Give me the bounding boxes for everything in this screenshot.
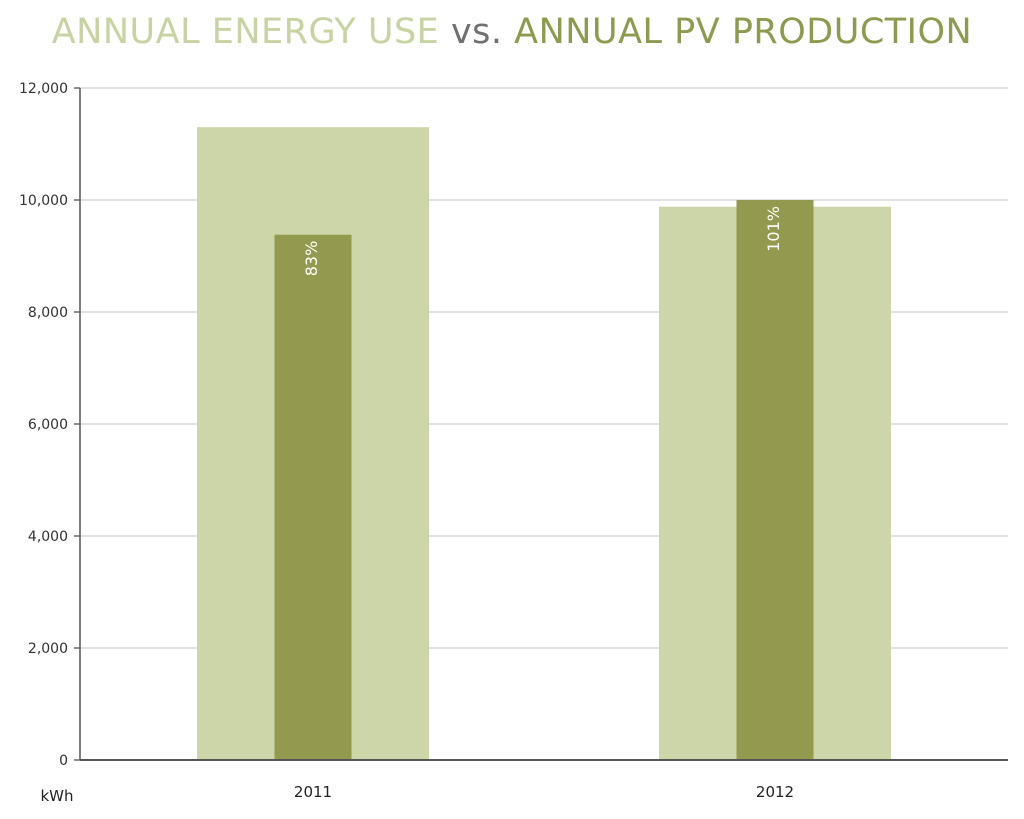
title-vs: vs.	[450, 12, 503, 52]
y-tick-label: 2,000	[28, 641, 68, 657]
y-tick-label: 4,000	[28, 529, 68, 545]
y-tick-label: 6,000	[28, 417, 68, 433]
bars	[197, 127, 891, 761]
pv-production-bar	[736, 200, 814, 760]
y-tick-label: 8,000	[28, 305, 68, 321]
x-tick-label: 2011	[294, 783, 332, 801]
percent-label: 83%	[302, 241, 321, 277]
y-tick-label: 0	[59, 753, 68, 769]
labels: 0 2,000 4,000 6,000 8,000 10,000 12,000 83% 2011…	[19, 81, 794, 805]
axes	[74, 87, 1008, 761]
chart-title: ANNUAL ENERGY USE vs. ANNUAL PV PRODUCTI…	[0, 12, 1024, 52]
title-pv-production: ANNUAL PV PRODUCTION	[514, 12, 973, 52]
x-tick-label: 2012	[756, 783, 794, 801]
y-tick-label: 12,000	[19, 81, 68, 97]
y-unit-label: kWh	[40, 787, 73, 805]
pv-production-bar	[274, 234, 352, 761]
title-energy-use: ANNUAL ENERGY USE	[51, 12, 440, 52]
percent-label: 101%	[764, 206, 783, 252]
y-tick-label: 10,000	[19, 193, 68, 209]
